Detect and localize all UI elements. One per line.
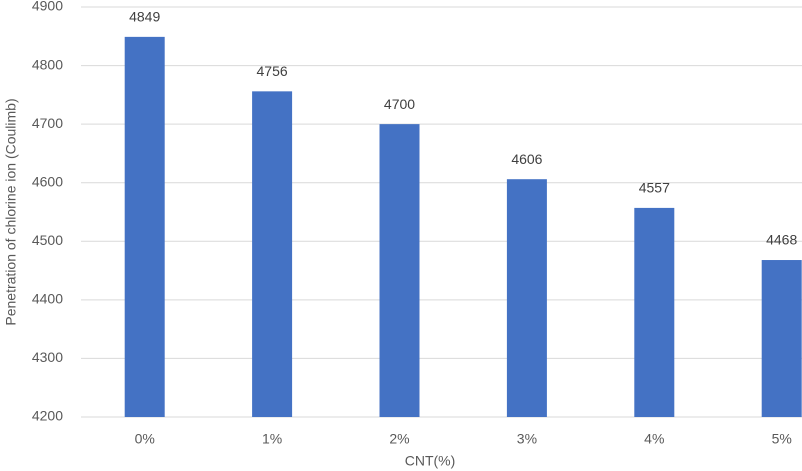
data-label: 4468	[766, 232, 797, 248]
y-tick-label: 4500	[32, 232, 63, 248]
y-tick-label: 4800	[32, 56, 63, 72]
bar	[506, 179, 547, 417]
y-tick-label: 4300	[32, 349, 63, 365]
bar	[252, 91, 293, 417]
bar	[634, 207, 675, 417]
y-axis-title: Penetration of chlorine ion (Coulimb)	[3, 98, 19, 325]
x-axis-title: CNT(%)	[405, 453, 456, 469]
x-tick-label: 3%	[517, 431, 537, 447]
bar	[761, 260, 802, 417]
y-tick-label: 4600	[32, 173, 63, 189]
x-tick-label: 0%	[135, 431, 155, 447]
data-label: 4849	[129, 9, 160, 25]
data-label: 4756	[257, 63, 288, 79]
x-tick-label: 4%	[644, 431, 664, 447]
bar	[124, 36, 165, 417]
x-tick-label: 1%	[262, 431, 282, 447]
bar	[379, 124, 420, 418]
data-label: 4700	[384, 96, 415, 112]
x-tick-label: 2%	[389, 431, 409, 447]
data-label: 4606	[511, 151, 542, 167]
y-tick-label: 4400	[32, 291, 63, 307]
y-tick-label: 4700	[32, 115, 63, 131]
y-tick-label: 4900	[32, 0, 63, 14]
x-tick-label: 5%	[772, 431, 792, 447]
data-label: 4557	[639, 180, 670, 196]
y-tick-label: 4200	[32, 408, 63, 424]
